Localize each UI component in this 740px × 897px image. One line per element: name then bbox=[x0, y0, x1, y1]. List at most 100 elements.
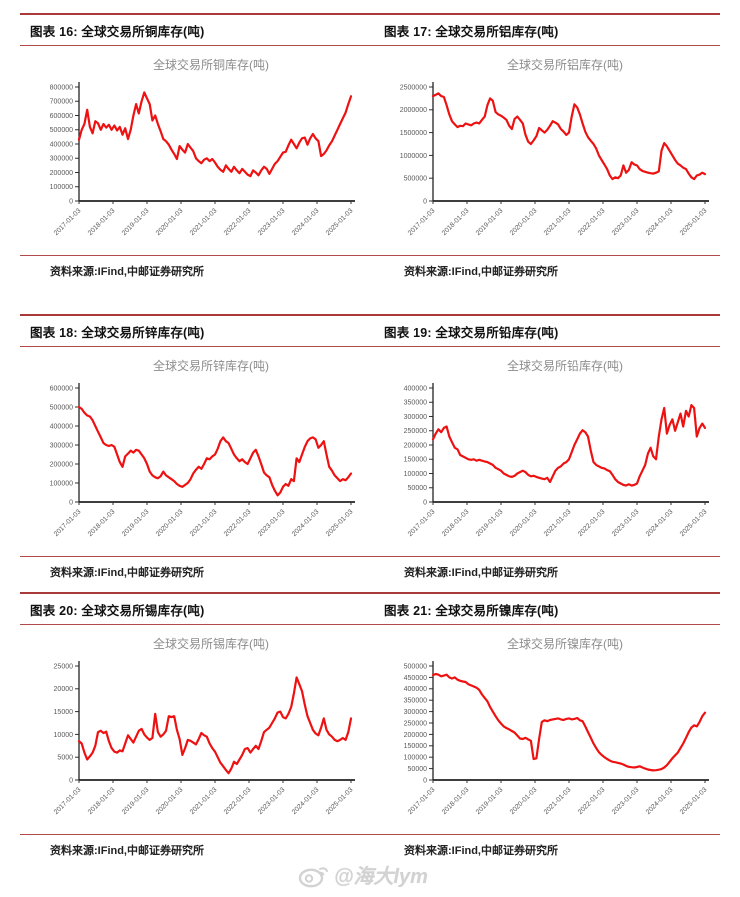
svg-text:2018-01-03: 2018-01-03 bbox=[441, 786, 471, 816]
svg-text:2024-01-03: 2024-01-03 bbox=[645, 508, 675, 538]
figure-16-chart: 全球交易所铜库存(吨) 0 100000 200000 300000 400000 500… bbox=[20, 46, 366, 255]
svg-text:50000: 50000 bbox=[408, 766, 428, 773]
svg-text:2021-01-03: 2021-01-03 bbox=[189, 508, 219, 538]
weibo-icon bbox=[298, 866, 328, 887]
svg-text:10000: 10000 bbox=[54, 732, 74, 739]
watermark: @海大lym bbox=[298, 860, 428, 889]
svg-text:100000: 100000 bbox=[404, 755, 427, 762]
figure-17-chart: 全球交易所铝库存(吨) 0 500000 1000000 1500000 2000000… bbox=[374, 46, 720, 255]
divider bbox=[20, 13, 720, 15]
svg-text:2023-01-03: 2023-01-03 bbox=[611, 207, 641, 237]
svg-text:2024-01-03: 2024-01-03 bbox=[645, 786, 675, 816]
svg-text:2025-01-03: 2025-01-03 bbox=[679, 207, 709, 237]
svg-text:100000: 100000 bbox=[404, 471, 427, 478]
figure-21-chart: 全球交易所镍库存(吨) 0 50000 100000 150000 200000 2500… bbox=[374, 625, 720, 834]
svg-text:0: 0 bbox=[423, 777, 427, 784]
svg-text:2017-01-03: 2017-01-03 bbox=[407, 508, 437, 538]
svg-text:5000: 5000 bbox=[57, 755, 73, 762]
svg-text:0: 0 bbox=[69, 198, 73, 205]
chart-title: 全球交易所锡库存(吨) bbox=[153, 637, 269, 651]
figure-20-source: 资料来源:IFind,中邮证券研究所 bbox=[50, 845, 204, 857]
svg-text:2023-01-03: 2023-01-03 bbox=[257, 786, 287, 816]
svg-text:400000: 400000 bbox=[50, 423, 73, 430]
svg-text:2018-01-03: 2018-01-03 bbox=[441, 508, 471, 538]
svg-text:2018-01-03: 2018-01-03 bbox=[441, 207, 471, 237]
figure-21-header: 图表 21: 全球交易所镍库存(吨) bbox=[384, 604, 559, 618]
svg-text:2018-01-03: 2018-01-03 bbox=[87, 508, 117, 538]
svg-text:2020-01-03: 2020-01-03 bbox=[509, 508, 539, 538]
divider bbox=[20, 624, 720, 625]
svg-text:150000: 150000 bbox=[404, 457, 427, 464]
figure-19-header: 图表 19: 全球交易所铅库存(吨) bbox=[384, 326, 559, 340]
svg-text:500000: 500000 bbox=[404, 663, 427, 670]
svg-text:0: 0 bbox=[423, 198, 427, 205]
svg-text:1000000: 1000000 bbox=[400, 153, 427, 160]
svg-text:2017-01-03: 2017-01-03 bbox=[407, 207, 437, 237]
svg-text:250000: 250000 bbox=[404, 720, 427, 727]
svg-text:2018-01-03: 2018-01-03 bbox=[87, 786, 117, 816]
svg-text:2017-01-03: 2017-01-03 bbox=[53, 508, 83, 538]
svg-text:2017-01-03: 2017-01-03 bbox=[407, 786, 437, 816]
figure-19-chart: 全球交易所铅库存(吨) 0 50000 100000 150000 200000 2500… bbox=[374, 347, 720, 556]
watermark-text: @海大lym bbox=[334, 866, 428, 888]
svg-text:2000000: 2000000 bbox=[400, 107, 427, 114]
svg-text:200000: 200000 bbox=[50, 461, 73, 468]
divider bbox=[20, 556, 720, 557]
svg-text:2024-01-03: 2024-01-03 bbox=[291, 786, 321, 816]
svg-text:2024-01-03: 2024-01-03 bbox=[645, 207, 675, 237]
svg-text:2022-01-03: 2022-01-03 bbox=[223, 508, 253, 538]
figure-19-source: 资料来源:IFind,中邮证券研究所 bbox=[404, 567, 558, 579]
line-chart-copper: 0 100000 200000 300000 400000 500000 600000 700… bbox=[50, 82, 355, 237]
svg-text:0: 0 bbox=[423, 499, 427, 506]
divider bbox=[20, 592, 720, 594]
svg-text:15000: 15000 bbox=[54, 709, 74, 716]
svg-text:2023-01-03: 2023-01-03 bbox=[257, 207, 287, 237]
svg-text:2019-01-03: 2019-01-03 bbox=[475, 786, 505, 816]
svg-text:2021-01-03: 2021-01-03 bbox=[543, 207, 573, 237]
svg-text:2020-01-03: 2020-01-03 bbox=[509, 786, 539, 816]
svg-text:2019-01-03: 2019-01-03 bbox=[121, 786, 151, 816]
figure-21-source: 资料来源:IFind,中邮证券研究所 bbox=[404, 845, 558, 857]
svg-text:2022-01-03: 2022-01-03 bbox=[577, 786, 607, 816]
line-chart-aluminum: 0 500000 1000000 1500000 2000000 2500000 2017-… bbox=[400, 82, 709, 237]
svg-text:300000: 300000 bbox=[50, 156, 73, 163]
svg-text:2022-01-03: 2022-01-03 bbox=[223, 207, 253, 237]
svg-text:600000: 600000 bbox=[50, 385, 73, 392]
svg-text:2021-01-03: 2021-01-03 bbox=[189, 207, 219, 237]
svg-text:600000: 600000 bbox=[50, 113, 73, 120]
svg-text:25000: 25000 bbox=[54, 663, 74, 670]
svg-text:2500000: 2500000 bbox=[400, 84, 427, 91]
svg-text:100000: 100000 bbox=[50, 184, 73, 191]
svg-text:2019-01-03: 2019-01-03 bbox=[475, 508, 505, 538]
svg-text:300000: 300000 bbox=[404, 414, 427, 421]
svg-text:100000: 100000 bbox=[50, 480, 73, 487]
divider bbox=[20, 45, 720, 46]
svg-text:2020-01-03: 2020-01-03 bbox=[155, 207, 185, 237]
svg-text:2023-01-03: 2023-01-03 bbox=[611, 508, 641, 538]
chart-title: 全球交易所锌库存(吨) bbox=[153, 359, 269, 373]
svg-text:150000: 150000 bbox=[404, 743, 427, 750]
svg-text:2021-01-03: 2021-01-03 bbox=[543, 786, 573, 816]
svg-text:250000: 250000 bbox=[404, 428, 427, 435]
figure-17-header: 图表 17: 全球交易所铝库存(吨) bbox=[384, 25, 559, 39]
svg-text:200000: 200000 bbox=[50, 170, 73, 177]
figure-18-chart: 全球交易所锌库存(吨) 0 100000 200000 300000 400000 500… bbox=[20, 347, 366, 556]
svg-text:2019-01-03: 2019-01-03 bbox=[121, 508, 151, 538]
svg-text:300000: 300000 bbox=[404, 709, 427, 716]
chart-title: 全球交易所铅库存(吨) bbox=[507, 359, 623, 373]
svg-text:2020-01-03: 2020-01-03 bbox=[155, 786, 185, 816]
svg-text:350000: 350000 bbox=[404, 698, 427, 705]
svg-text:1500000: 1500000 bbox=[400, 130, 427, 137]
svg-text:0: 0 bbox=[69, 499, 73, 506]
svg-text:2018-01-03: 2018-01-03 bbox=[87, 207, 117, 237]
divider bbox=[20, 314, 720, 316]
svg-text:450000: 450000 bbox=[404, 675, 427, 682]
line-chart-lead: 0 50000 100000 150000 200000 250000 300000 3500… bbox=[404, 383, 709, 538]
figure-18-header: 图表 18: 全球交易所锌库存(吨) bbox=[30, 326, 205, 340]
line-chart-zinc: 0 100000 200000 300000 400000 500000 600000 201… bbox=[50, 383, 355, 538]
chart-title: 全球交易所铝库存(吨) bbox=[507, 58, 623, 72]
svg-text:2024-01-03: 2024-01-03 bbox=[291, 508, 321, 538]
svg-text:2025-01-03: 2025-01-03 bbox=[325, 207, 355, 237]
svg-text:400000: 400000 bbox=[404, 686, 427, 693]
